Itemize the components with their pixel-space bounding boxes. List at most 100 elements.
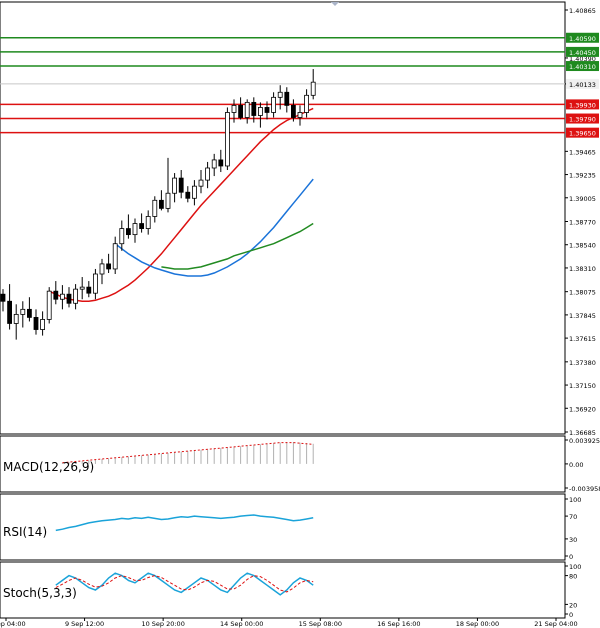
candle-body bbox=[66, 293, 72, 304]
moving-average-line bbox=[114, 178, 314, 277]
rsi-axis-tick-label: 70 bbox=[569, 513, 577, 521]
candle-body bbox=[79, 286, 85, 290]
price-axis-tick-label: 1.40865 bbox=[569, 7, 596, 15]
candle-body bbox=[257, 107, 263, 116]
candle-body bbox=[271, 96, 277, 113]
price-tag-label: 1.40310 bbox=[569, 63, 596, 71]
candle-body bbox=[152, 199, 158, 217]
candle-body bbox=[198, 179, 204, 187]
time-tick-label: 14 Sep 00:00 bbox=[220, 620, 263, 628]
macd-axis: 0.003925 0.00 -0.003958 bbox=[565, 437, 600, 493]
candle-body bbox=[126, 228, 131, 236]
candle-body bbox=[205, 167, 211, 181]
time-axis: 8 Sep 04:00 9 Sep 12:00 10 Sep 20:00 14 Sep… bbox=[0, 618, 578, 628]
candle-body bbox=[99, 263, 105, 275]
rsi-panel-frame bbox=[0, 493, 566, 561]
stoch-d-line bbox=[55, 575, 314, 593]
candle-body bbox=[46, 290, 52, 320]
candle-body bbox=[310, 81, 316, 96]
moving-average-line bbox=[161, 222, 314, 270]
scroll-marker-icon[interactable] bbox=[331, 2, 339, 6]
candle-body bbox=[231, 105, 237, 113]
candle-body bbox=[297, 112, 303, 118]
macd-panel: 0.003925 0.00 -0.003958 MACD(12,26,9) bbox=[0, 435, 600, 493]
price-tag-label: 1.39650 bbox=[569, 130, 596, 138]
candle-body bbox=[139, 223, 145, 229]
time-tick-label: 9 Sep 12:00 bbox=[65, 620, 104, 628]
candle-body bbox=[60, 293, 65, 300]
candlesticks bbox=[0, 69, 316, 340]
price-axis-tick-label: 1.36920 bbox=[569, 405, 596, 413]
price-axis-tick-label: 1.37845 bbox=[569, 312, 596, 320]
rsi-axis-tick-label: 100 bbox=[569, 496, 581, 504]
candle-body bbox=[112, 243, 118, 270]
candle-body bbox=[93, 273, 98, 294]
price-tag-box bbox=[566, 99, 599, 110]
candle-body bbox=[145, 216, 151, 229]
time-tick-label: 15 Sep 08:00 bbox=[299, 620, 342, 628]
main-panel-frame bbox=[0, 1, 566, 435]
rsi-panel: 100 70 30 0 RSI(14) bbox=[0, 493, 581, 561]
candle-body bbox=[290, 105, 296, 118]
stoch-plot bbox=[55, 572, 314, 596]
price-axis-tick-label: 1.36685 bbox=[569, 429, 596, 437]
macd-signal-line bbox=[62, 442, 314, 464]
price-tag-box bbox=[566, 113, 599, 124]
candle-body bbox=[211, 159, 217, 169]
stoch-label: Stoch(5,3,3) bbox=[3, 586, 77, 600]
rsi-axis-tick-label: 0 bbox=[569, 553, 573, 561]
price-axis-tick-label: 1.39005 bbox=[569, 195, 596, 203]
candle-body bbox=[165, 192, 171, 209]
candle-body bbox=[40, 319, 45, 330]
price-tag-box bbox=[566, 127, 599, 138]
candle-body bbox=[86, 286, 92, 294]
macd-axis-tick-label: 0.003925 bbox=[569, 437, 600, 445]
macd-axis-tick-label: -0.003958 bbox=[569, 485, 600, 493]
macd-axis-tick-label: 0.00 bbox=[569, 461, 583, 469]
candle-body bbox=[26, 308, 32, 318]
candle-body bbox=[172, 177, 178, 194]
support-resistance-levels bbox=[0, 37, 565, 134]
candle-body bbox=[224, 112, 230, 167]
candle-body bbox=[13, 313, 19, 324]
price-axis-tick-label: 1.37615 bbox=[569, 335, 596, 343]
candle-body bbox=[218, 159, 224, 167]
price-axis-tick-label: 1.37150 bbox=[569, 382, 596, 390]
rsi-plot bbox=[55, 514, 314, 532]
stoch-panel: 100 80 20 0 Stoch(5,3,3) bbox=[0, 561, 581, 619]
candle-body bbox=[33, 317, 39, 330]
candle-body bbox=[264, 107, 270, 113]
price-axis-tick-label: 1.38770 bbox=[569, 219, 596, 227]
stoch-axis-tick-label: 20 bbox=[569, 601, 577, 609]
price-axis-tick-label: 1.38310 bbox=[569, 265, 596, 273]
rsi-line bbox=[55, 514, 314, 532]
moving-average-line bbox=[48, 107, 314, 303]
price-tag-box bbox=[566, 46, 599, 57]
main-price-panel: 1.40865 1.40390 1.40133 1.39465 1.39235 1.390… bbox=[0, 1, 599, 437]
candle-body bbox=[185, 191, 191, 199]
stoch-panel-frame bbox=[0, 561, 566, 619]
candle-body bbox=[73, 288, 78, 304]
price-axis: 1.40865 1.40390 1.40133 1.39465 1.39235 1.390… bbox=[565, 7, 599, 437]
price-tag-label: 1.39930 bbox=[569, 101, 596, 109]
time-tick-label: 10 Sep 20:00 bbox=[141, 620, 184, 628]
candle-body bbox=[20, 308, 26, 315]
stoch-axis-tick-label: 80 bbox=[569, 573, 577, 581]
price-axis-tick-label: 1.39465 bbox=[569, 148, 596, 156]
candle-body bbox=[178, 177, 184, 193]
rsi-axis-tick-label: 30 bbox=[569, 536, 577, 544]
candle-body bbox=[277, 91, 283, 98]
candle-body bbox=[7, 300, 12, 324]
price-tag-box bbox=[566, 32, 599, 43]
price-tag-box bbox=[566, 78, 599, 89]
price-axis-tick-label: 1.38075 bbox=[569, 289, 596, 297]
candle-body bbox=[132, 223, 138, 236]
time-tick-label: 18 Sep 00:00 bbox=[456, 620, 499, 628]
rsi-label: RSI(14) bbox=[3, 525, 47, 539]
rsi-axis: 100 70 30 0 bbox=[565, 496, 581, 561]
price-axis-tick-label: 1.40390 bbox=[569, 55, 596, 63]
candle-body bbox=[191, 185, 197, 199]
macd-label: MACD(12,26,9) bbox=[3, 460, 94, 474]
candle-body bbox=[106, 263, 111, 270]
